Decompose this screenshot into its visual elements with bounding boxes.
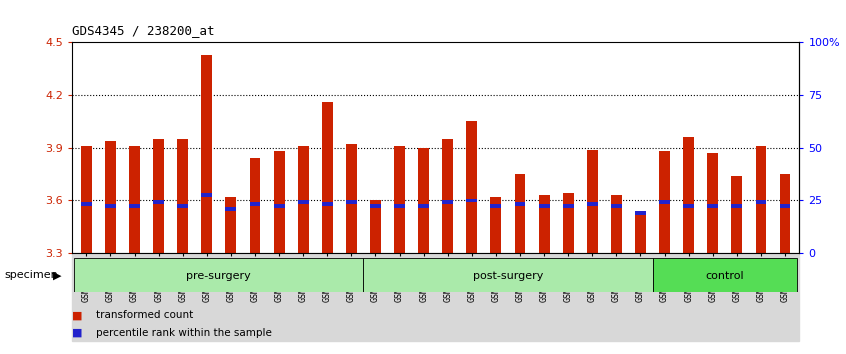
Bar — [780, 174, 790, 253]
Bar — [273, 204, 284, 208]
Bar — [105, 141, 116, 253]
Bar — [153, 139, 164, 253]
Text: ■: ■ — [72, 328, 82, 338]
Bar — [81, 202, 91, 206]
Bar — [466, 199, 477, 202]
Bar — [72, 253, 799, 341]
Bar — [418, 204, 429, 208]
Bar — [491, 204, 502, 208]
Bar — [684, 137, 694, 253]
Bar — [201, 55, 212, 253]
Bar — [732, 204, 742, 208]
Bar — [514, 174, 525, 253]
Bar — [81, 146, 91, 253]
Bar — [587, 149, 598, 253]
Bar — [611, 195, 622, 253]
Text: post-surgery: post-surgery — [473, 271, 543, 281]
Bar — [442, 139, 453, 253]
Bar — [394, 146, 405, 253]
Bar — [539, 195, 550, 253]
Bar — [563, 204, 574, 208]
Bar — [321, 202, 332, 206]
Bar — [442, 200, 453, 204]
Bar — [346, 144, 357, 253]
Bar — [346, 200, 357, 204]
Bar — [226, 207, 236, 211]
Bar — [732, 176, 742, 253]
Text: control: control — [706, 271, 744, 281]
Bar — [659, 151, 670, 253]
Bar — [780, 204, 790, 208]
Bar — [539, 204, 550, 208]
Bar — [466, 121, 477, 253]
Bar — [684, 204, 694, 208]
Text: transformed count: transformed count — [96, 310, 193, 320]
Text: pre-surgery: pre-surgery — [186, 271, 251, 281]
Bar — [74, 258, 364, 292]
Bar — [321, 102, 332, 253]
Bar — [418, 148, 429, 253]
Bar — [652, 258, 797, 292]
Text: percentile rank within the sample: percentile rank within the sample — [96, 328, 272, 338]
Text: ▶: ▶ — [53, 270, 62, 280]
Bar — [178, 139, 188, 253]
Bar — [635, 215, 645, 253]
Bar — [587, 202, 598, 206]
Bar — [226, 197, 236, 253]
Bar — [394, 204, 405, 208]
Bar — [635, 211, 645, 215]
Text: ■: ■ — [72, 310, 82, 320]
Bar — [178, 204, 188, 208]
Bar — [370, 200, 381, 253]
Bar — [201, 193, 212, 197]
Bar — [563, 193, 574, 253]
Bar — [659, 200, 670, 204]
Text: specimen: specimen — [4, 270, 58, 280]
Bar — [707, 153, 718, 253]
Bar — [370, 204, 381, 208]
Bar — [707, 204, 718, 208]
Bar — [250, 158, 261, 253]
Bar — [755, 200, 766, 204]
Bar — [105, 204, 116, 208]
Bar — [273, 151, 284, 253]
Bar — [129, 146, 140, 253]
Text: GDS4345 / 238200_at: GDS4345 / 238200_at — [72, 24, 214, 37]
Bar — [514, 202, 525, 206]
Bar — [129, 204, 140, 208]
Bar — [250, 202, 261, 206]
Bar — [755, 146, 766, 253]
Bar — [364, 258, 652, 292]
Bar — [611, 204, 622, 208]
Bar — [298, 200, 309, 204]
Bar — [153, 200, 164, 204]
Bar — [491, 197, 502, 253]
Bar — [298, 146, 309, 253]
